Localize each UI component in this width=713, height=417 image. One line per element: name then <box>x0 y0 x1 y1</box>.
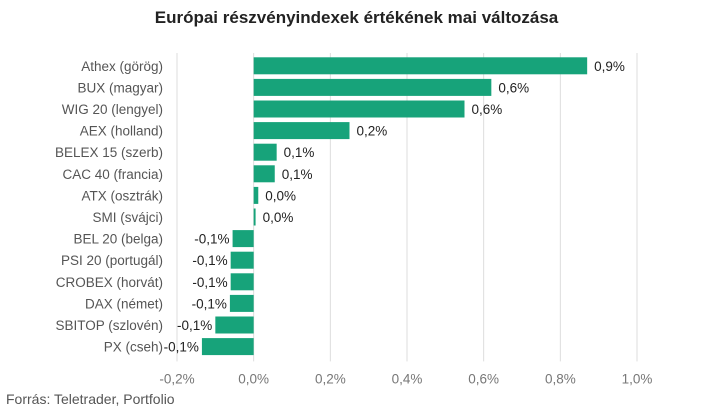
data-label: 0,6% <box>498 80 529 95</box>
data-label: -0,1% <box>177 318 212 333</box>
bar <box>201 338 254 356</box>
x-tick-label: 0,4% <box>392 371 423 386</box>
bar <box>253 122 350 140</box>
bar <box>253 143 277 161</box>
x-tick-label: 0,8% <box>545 371 576 386</box>
bar <box>230 251 254 269</box>
category-label: SBITOP (szlovén) <box>55 318 163 333</box>
category-label: PSI 20 (portugál) <box>61 253 163 268</box>
x-tick-label: -0,2% <box>159 371 194 386</box>
bar <box>253 100 465 118</box>
chart-title: Európai részvényindexek értékének mai vá… <box>154 8 559 27</box>
x-tick-label: 0,6% <box>468 371 499 386</box>
bar <box>215 316 254 334</box>
category-label: DAX (német) <box>85 296 163 311</box>
bar <box>253 186 259 204</box>
x-tick-label: 0,0% <box>238 371 269 386</box>
category-label: CAC 40 (francia) <box>62 167 163 182</box>
data-label: 0,6% <box>472 102 503 117</box>
category-label: BEL 20 (belga) <box>73 232 163 247</box>
bar <box>230 273 254 291</box>
category-label: SMI (svájci) <box>93 210 164 225</box>
data-label: -0,1% <box>164 340 199 355</box>
category-label: BUX (magyar) <box>77 80 163 95</box>
data-label: -0,1% <box>192 275 227 290</box>
data-label: -0,1% <box>192 296 227 311</box>
x-tick-label: 1,0% <box>622 371 653 386</box>
category-label: BELEX 15 (szerb) <box>55 145 163 160</box>
bar <box>253 78 492 96</box>
data-label: 0,1% <box>282 167 313 182</box>
bar <box>253 165 275 183</box>
category-label: WIG 20 (lengyel) <box>62 102 163 117</box>
category-label: ATX (osztrák) <box>81 188 163 203</box>
data-label: -0,1% <box>192 253 227 268</box>
data-label: 0,9% <box>594 59 625 74</box>
data-label: 0,2% <box>357 124 388 139</box>
bar <box>253 208 256 226</box>
bar <box>229 294 254 312</box>
data-label: 0,1% <box>284 145 315 160</box>
category-label: Athex (görög) <box>81 59 163 74</box>
data-label: -0,1% <box>194 232 229 247</box>
category-label: AEX (holland) <box>80 124 163 139</box>
bar <box>253 57 588 75</box>
category-label: PX (cseh) <box>104 340 163 355</box>
data-label: 0,0% <box>263 210 294 225</box>
data-label: 0,0% <box>265 188 296 203</box>
source-note: Forrás: Teletrader, Portfolio <box>6 391 175 407</box>
x-tick-label: 0,2% <box>315 371 346 386</box>
category-label: CROBEX (horvát) <box>56 275 163 290</box>
bar <box>232 230 254 248</box>
